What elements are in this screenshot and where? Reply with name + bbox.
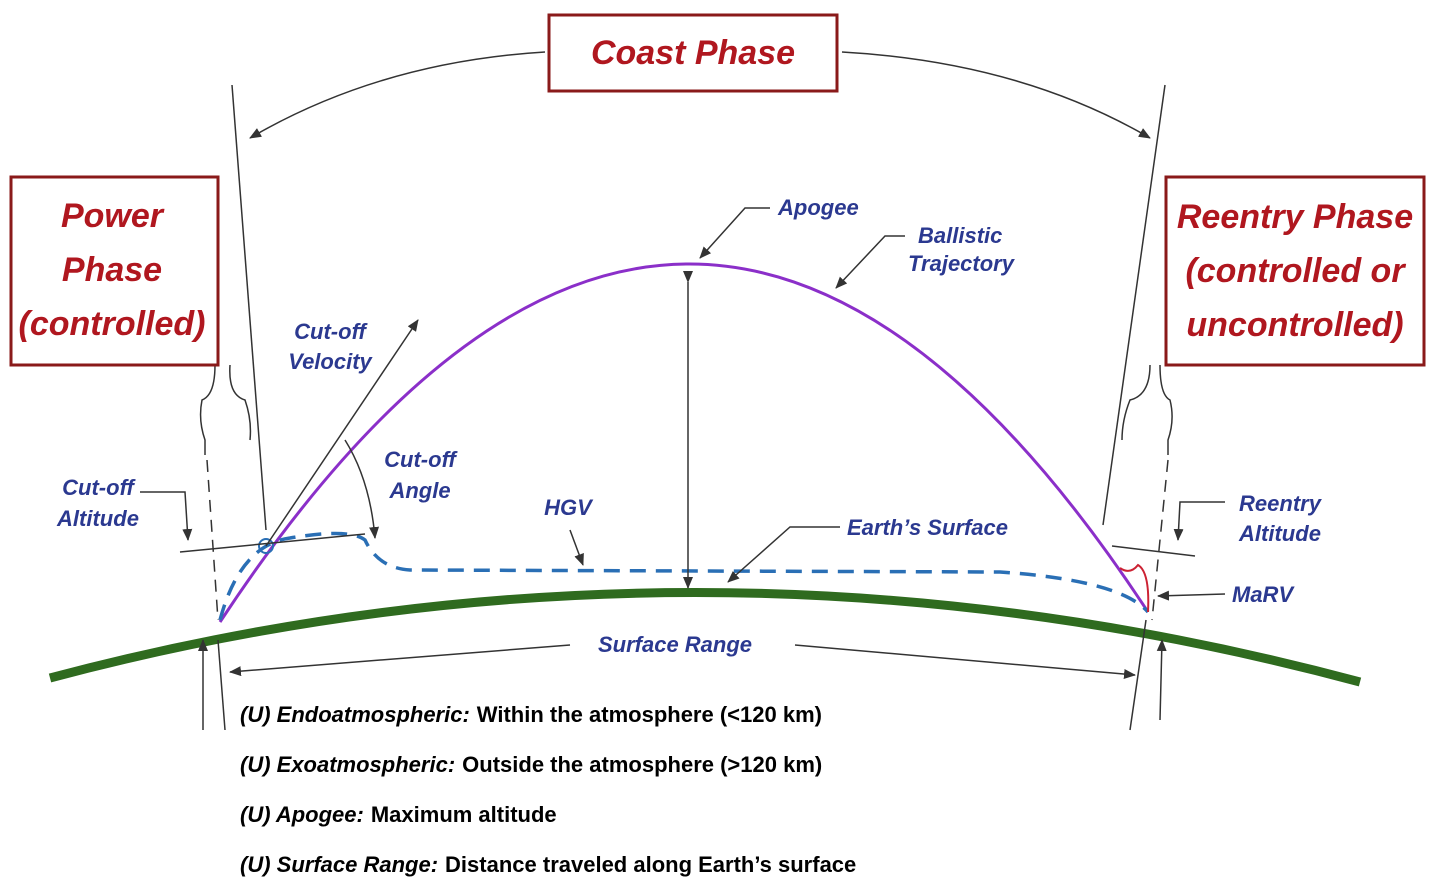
definition-term: (U) Exoatmospheric:: [240, 752, 455, 777]
phase-title: Reentry Phase: [1177, 198, 1413, 236]
definition: (U) Exoatmospheric: Outside the atmospher…: [240, 752, 822, 777]
coast-arrow: [249, 51, 546, 139]
pointer: [1157, 590, 1226, 601]
cutoff-point: [258, 538, 274, 554]
coast-arrow: [841, 51, 1151, 139]
reentry-altitude-line: [1111, 545, 1196, 557]
phase-box: [1164, 175, 1426, 367]
brace: [1159, 364, 1173, 455]
definitions: (U) Endoatmospheric: Within the atmospher…: [240, 702, 856, 877]
definition-text: Within the atmosphere (<120 km): [477, 702, 822, 727]
label: HGV: [544, 495, 594, 520]
angle-arc: [344, 439, 380, 539]
label: MaRV: [1232, 582, 1295, 607]
marv-path: [1119, 563, 1150, 613]
label: Angle: [388, 478, 450, 503]
brace: [1121, 364, 1151, 441]
ballistic-trajectory: [218, 262, 1150, 623]
brace: [199, 364, 216, 455]
arrow: [1156, 639, 1167, 721]
definition: (U) Surface Range: Distance traveled alon…: [240, 852, 856, 877]
velocity-vector: [265, 319, 419, 547]
brace: [229, 364, 252, 441]
definition: (U) Endoatmospheric: Within the atmospher…: [240, 702, 822, 727]
phase-title: (controlled): [19, 305, 206, 343]
label: Velocity: [288, 349, 373, 374]
dash-line: [1151, 459, 1169, 621]
definition: (U) Apogee: Maximum altitude: [240, 802, 557, 827]
label: Surface Range: [598, 632, 752, 657]
label: Ballistic: [918, 223, 1002, 248]
dash-line: [206, 459, 219, 621]
phase-box: [9, 175, 220, 367]
hgv-path: [218, 531, 1150, 621]
phase-title: Phase: [62, 251, 162, 289]
pointer: [140, 491, 193, 541]
label: Cut-off: [62, 475, 136, 500]
range-arrow: [229, 644, 571, 677]
pointer: [569, 529, 584, 566]
pointer: [835, 235, 905, 289]
label: Cut-off: [294, 319, 368, 344]
definition-text: Outside the atmosphere (>120 km): [462, 752, 822, 777]
label: Reentry: [1239, 491, 1323, 516]
boundary-line: [1102, 84, 1166, 526]
label: Altitude: [1238, 521, 1321, 546]
pointer: [1173, 501, 1225, 541]
definition-term: (U) Apogee:: [240, 802, 364, 827]
line: [217, 639, 226, 731]
label: Trajectory: [908, 251, 1016, 276]
phase-box: [547, 13, 839, 93]
definition-text: Maximum altitude: [371, 802, 557, 827]
cutoff-altitude-line: [179, 533, 366, 553]
phase-title: Power: [61, 197, 165, 235]
pointer: [699, 207, 770, 259]
range-arrow: [794, 644, 1136, 680]
label: Altitude: [56, 506, 139, 531]
definition-term: (U) Surface Range:: [240, 852, 438, 877]
label: Apogee: [777, 195, 859, 220]
definition-text: Distance traveled along Earth’s surface: [445, 852, 856, 877]
line: [1129, 619, 1147, 731]
pointer: [727, 526, 840, 583]
label: Earth’s Surface: [847, 515, 1008, 540]
label: Cut-off: [384, 447, 458, 472]
phase-title: (controlled or: [1185, 252, 1406, 290]
phase-title: Coast Phase: [591, 34, 795, 72]
phase-title: uncontrolled): [1186, 306, 1403, 344]
earth-surface: [48, 588, 1362, 687]
definition-term: (U) Endoatmospheric:: [240, 702, 470, 727]
boundary-line: [231, 84, 267, 531]
